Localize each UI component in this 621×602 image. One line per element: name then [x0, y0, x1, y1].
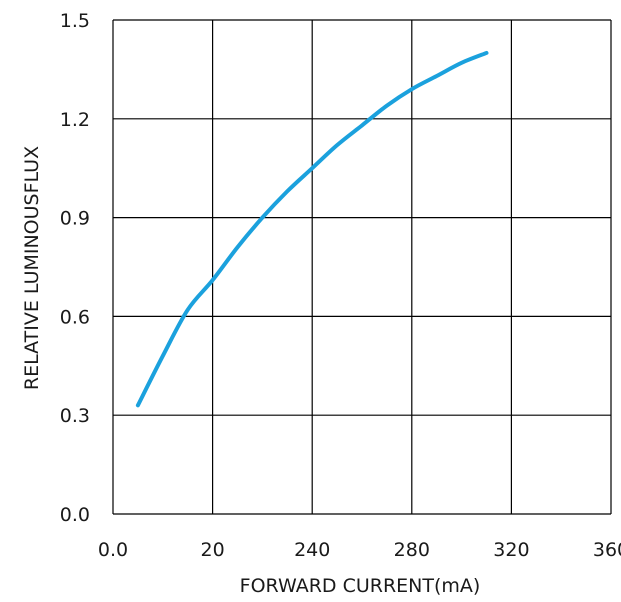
y-tick-label: 0.0	[60, 504, 90, 526]
tick-labels: 0.0 20 240 280 320 360 0.0 0.3 0.6 0.9 1.2 1.5	[60, 10, 621, 561]
y-tick-label: 0.3	[60, 405, 90, 427]
y-tick-label: 0.9	[60, 208, 90, 230]
x-tick-label: 240	[294, 539, 330, 561]
x-axis-title: FORWARD CURRENT(mA)	[240, 575, 481, 597]
x-tick-label: 320	[493, 539, 529, 561]
x-tick-label: 20	[201, 539, 225, 561]
series-layer	[135, 50, 489, 408]
x-tick-label: 360	[593, 539, 621, 561]
grid-layer	[112, 19, 612, 515]
y-tick-label: 0.6	[60, 306, 90, 328]
x-tick-label: 280	[394, 539, 430, 561]
series-line	[135, 50, 489, 408]
x-tick-label: 0.0	[98, 539, 128, 561]
y-axis-title: RELATIVE LUMINOUSFLUX	[21, 146, 43, 390]
y-tick-label: 1.2	[60, 109, 90, 131]
y-tick-label: 1.5	[60, 10, 90, 32]
